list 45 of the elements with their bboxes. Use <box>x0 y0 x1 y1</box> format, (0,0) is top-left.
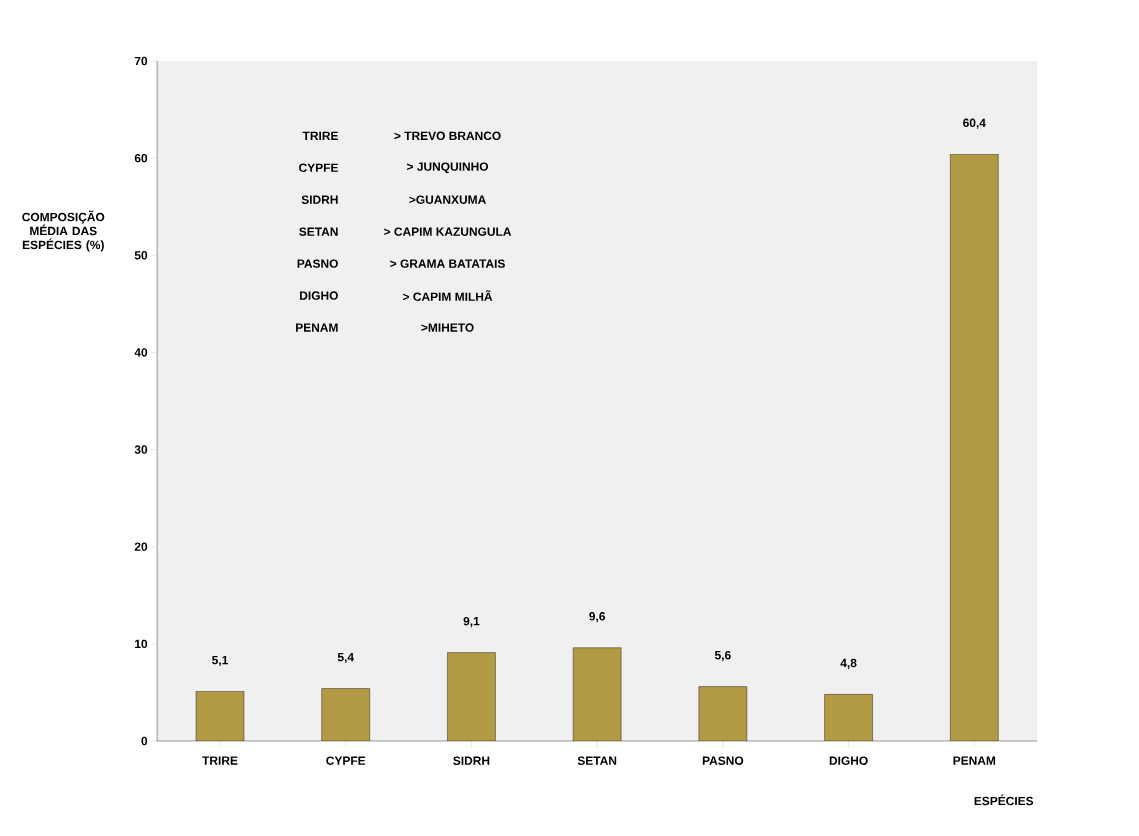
data-label: 60,4 <box>963 118 986 129</box>
bar <box>824 694 873 741</box>
y-tick-label: 20 <box>134 542 148 551</box>
data-label: 5,6 <box>714 650 731 662</box>
annotation: SETAN <box>299 227 338 236</box>
data-label: 9,6 <box>589 612 606 623</box>
y-tick-label: 40 <box>134 348 148 357</box>
annotation: > JUNQUINHO <box>407 162 489 174</box>
annotation: CYPFE <box>299 163 338 172</box>
y-tick-label: 0 <box>141 736 148 746</box>
x-tick-label: SETAN <box>577 756 617 765</box>
bar <box>950 154 999 741</box>
bar <box>698 686 747 741</box>
y-tick-label: 50 <box>134 251 148 260</box>
data-label: 9,1 <box>463 616 480 628</box>
annotation: > GRAMA BATATAIS <box>390 259 505 268</box>
y-tick-label: 60 <box>134 153 148 163</box>
x-tick-label: CYPFE <box>326 756 366 765</box>
x-tick-label: TRIRE <box>202 756 238 765</box>
x-axis-title: ESPÉCIES <box>974 794 1034 806</box>
annotation: TRIRE <box>302 131 338 140</box>
annotation: >GUANXUMA <box>409 195 486 204</box>
y-axis-title: COMPOSIÇÃO MÉDIA DAS ESPÉCIES (%) <box>22 210 105 252</box>
x-tick-label: PENAM <box>953 756 996 765</box>
x-tick-label: DIGHO <box>829 756 868 765</box>
annotation: > CAPIM MILHÃ <box>403 290 493 301</box>
annotation: PASNO <box>297 259 338 268</box>
bar <box>573 647 622 741</box>
x-tick-label: PASNO <box>702 756 744 765</box>
annotation: > CAPIM KAZUNGULA <box>384 227 512 236</box>
data-label: 5,4 <box>337 653 354 664</box>
annotation: >MIHETO <box>421 323 474 332</box>
y-tick-label: 10 <box>135 639 148 649</box>
bar <box>447 652 496 741</box>
annotation: PENAM <box>296 323 338 332</box>
annotation: DIGHO <box>300 291 338 300</box>
annotation: SIDRH <box>301 195 338 204</box>
y-tick-label: 70 <box>134 56 148 66</box>
x-tick-label: SIDRH <box>453 756 490 765</box>
annotation: > TREVO BRANCO <box>394 131 501 141</box>
bar <box>196 691 244 741</box>
y-tick-label: 30 <box>134 445 148 454</box>
data-label: 5,1 <box>212 655 228 667</box>
data-label: 4,8 <box>840 658 857 669</box>
bar <box>321 688 370 741</box>
